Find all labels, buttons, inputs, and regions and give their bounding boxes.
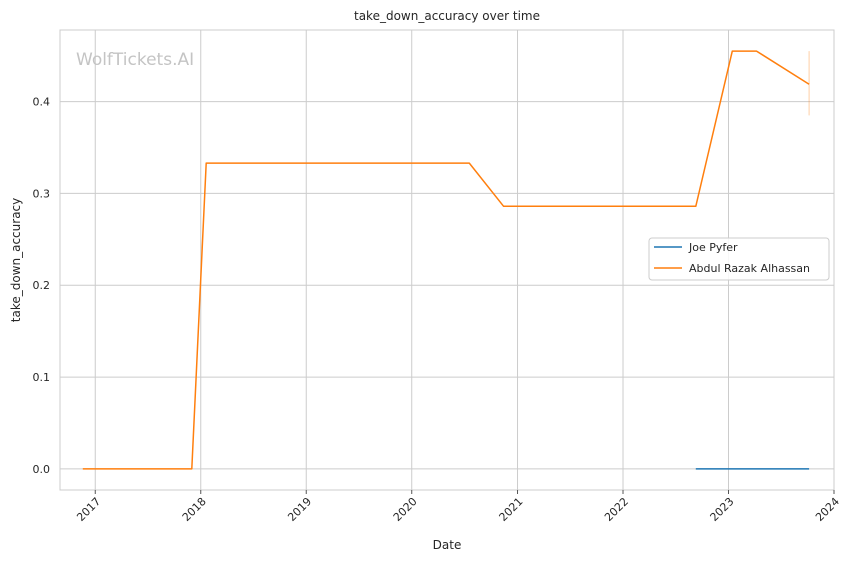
y-tick-label: 0.4 — [33, 96, 51, 109]
y-tick-label: 0.2 — [33, 279, 51, 292]
x-tick-label: 2024 — [813, 495, 842, 524]
watermark: WolfTickets.AI — [76, 50, 194, 70]
x-tick-label: 2019 — [285, 495, 314, 524]
x-tick-label: 2022 — [602, 495, 631, 524]
legend-label-abdul-razak-alhassan: Abdul Razak Alhassan — [689, 262, 810, 275]
x-tick-label: 2018 — [180, 495, 209, 524]
y-tick-label: 0.0 — [33, 463, 51, 476]
x-axis-title: Date — [433, 538, 462, 552]
y-tick-label: 0.3 — [33, 187, 51, 200]
chart-title: take_down_accuracy over time — [354, 9, 540, 23]
legend-label-joe-pyfer: Joe Pyfer — [688, 241, 738, 254]
x-tick-label: 2020 — [391, 495, 420, 524]
y-tick-label: 0.1 — [33, 371, 51, 384]
series-line-abdul-razak-alhassan — [82, 50, 810, 470]
x-tick-label: 2021 — [497, 495, 526, 524]
y-axis-title: take_down_accuracy — [9, 198, 23, 322]
series-layer — [82, 50, 810, 470]
x-tick-label: 2023 — [708, 495, 737, 524]
legend-frame — [648, 237, 830, 281]
x-tick-label: 2017 — [74, 495, 103, 524]
legend: Joe Pyfer Abdul Razak Alhassan — [648, 237, 830, 281]
